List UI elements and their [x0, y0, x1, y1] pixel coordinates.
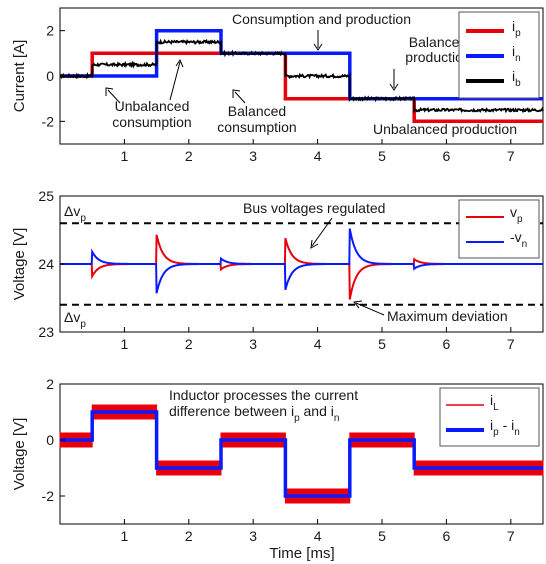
voltage-y-label: Voltage [V] — [11, 228, 28, 301]
annotation-arrows — [105, 30, 399, 104]
inductor-plot: 1 2 3 4 5 6 7 -2 0 2 Voltage [V] Time [ms] Induct… — [11, 376, 544, 562]
series-line-ib — [59, 38, 544, 114]
annotation-balanced-production-1: Balanced — [409, 34, 467, 50]
x-tick-label: 4 — [314, 336, 322, 352]
x-tick-label: 3 — [249, 148, 257, 164]
x-tick-label: 6 — [443, 528, 451, 544]
inductor-y-label: Voltage [V] — [11, 418, 28, 491]
annotation-balanced-consumption-1: Balanced — [228, 103, 286, 119]
legend-in: in — [512, 43, 521, 64]
annotation-consumption-production: Consumption and production — [232, 11, 411, 27]
x-tick-label: 7 — [507, 528, 515, 544]
x-tick-label: 7 — [507, 148, 515, 164]
inductor-legend: iL ip - in — [439, 387, 540, 447]
x-tick-label: 5 — [378, 336, 386, 352]
delta-vp-upper: Δvp — [64, 203, 86, 224]
y-tick-label: 25 — [38, 188, 54, 204]
annotation-inductor-1: Inductor processes the current — [169, 387, 358, 403]
x-tick-label: 4 — [314, 528, 322, 544]
x-tick-label: 2 — [185, 148, 193, 164]
y-tick-label: -2 — [42, 113, 55, 129]
x-tick-label: 1 — [121, 528, 129, 544]
annotation-max-deviation: Maximum deviation — [387, 308, 508, 324]
y-tick-label: 24 — [38, 256, 54, 272]
y-tick-label: 0 — [46, 432, 54, 448]
y-tick-label: 23 — [38, 324, 54, 340]
x-tick-label: 6 — [443, 336, 451, 352]
x-tick-label: 3 — [249, 336, 257, 352]
y-tick-label: 0 — [46, 68, 54, 84]
voltage-annotation-arrows — [310, 217, 385, 316]
current-plot: 1 2 3 4 5 6 7 -2 0 2 Current [A] Consumption and … — [11, 7, 544, 164]
x-tick-label: 6 — [443, 148, 451, 164]
time-x-label: Time [ms] — [269, 545, 334, 562]
y-tick-label: 2 — [46, 23, 54, 39]
legend-ip: ip — [512, 18, 521, 39]
current-y-label: Current [A] — [11, 40, 28, 113]
series-line-ip-minus-in — [60, 410, 543, 498]
x-tick-label: 2 — [185, 336, 193, 352]
legend-ib: ib — [512, 68, 521, 89]
annotation-unbalanced-production: Unbalanced production — [373, 121, 517, 137]
x-tick-label: 5 — [378, 148, 386, 164]
annotation-inductor-2: difference between ip and in — [169, 403, 339, 424]
x-tick-label: 4 — [314, 148, 322, 164]
current-legend: ip in ib — [458, 11, 540, 99]
y-tick-label: -2 — [42, 488, 55, 504]
x-tick-label: 1 — [121, 148, 129, 164]
x-tick-label: 7 — [507, 336, 515, 352]
x-tick-label: 5 — [378, 528, 386, 544]
annotation-balanced-consumption-2: consumption — [217, 119, 296, 135]
inductor-plot-frame — [59, 383, 544, 525]
delta-vp-lower: Δvp — [64, 309, 86, 330]
legend-il: iL — [490, 392, 499, 413]
annotation-balanced-production-2: production — [405, 49, 470, 65]
x-tick-label: 1 — [121, 336, 129, 352]
annotation-unbalanced-consumption-1: Unbalanced — [115, 98, 190, 114]
y-tick-label: 2 — [46, 376, 54, 392]
x-tick-label: 3 — [249, 528, 257, 544]
annotation-unbalanced-consumption-2: consumption — [112, 114, 191, 130]
annotation-bus-regulated: Bus voltages regulated — [243, 200, 385, 216]
x-tick-label: 2 — [185, 528, 193, 544]
voltage-legend: vp -vn — [458, 199, 540, 259]
series-line-neg-vn — [60, 228, 543, 294]
